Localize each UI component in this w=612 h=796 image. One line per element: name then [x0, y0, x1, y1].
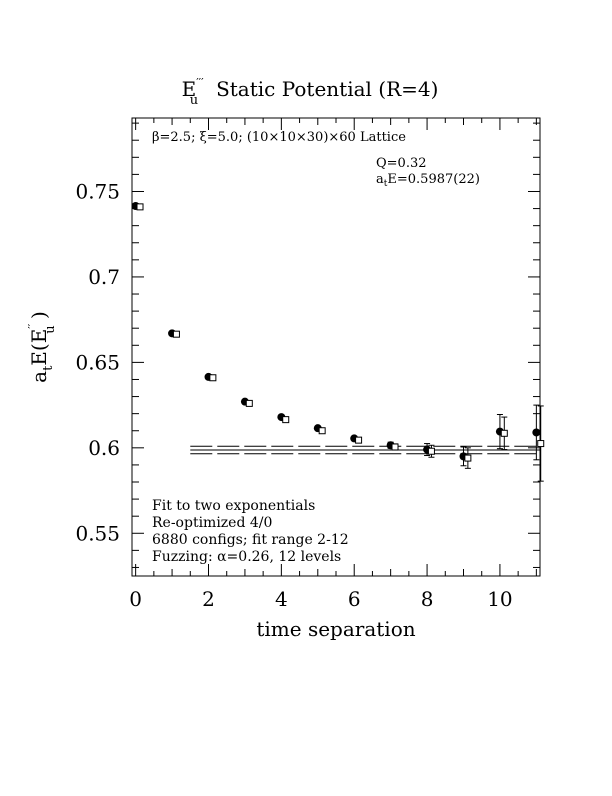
y-tick-label: 0.55: [75, 521, 120, 545]
data-point-circle: [532, 428, 541, 437]
y-tick-label: 0.65: [75, 350, 120, 374]
note-1: Fit to two exponentials: [152, 498, 315, 514]
chart-title: E′′′ u Static Potential (R=4): [182, 76, 439, 108]
fit-energy-label: atE=0.5987(22): [376, 172, 480, 189]
x-axis-label: time separation: [256, 617, 415, 641]
note-2: Re-optimized 4/0: [152, 515, 272, 531]
data-point-square: [500, 429, 508, 437]
x-tick-label: 8: [421, 587, 434, 611]
data-point-square: [427, 447, 435, 455]
x-tick-label: 2: [202, 587, 215, 611]
y-tick-label: 0.7: [88, 265, 120, 289]
data-point-square: [245, 399, 253, 407]
data-point-square: [537, 440, 545, 448]
lattice-label: β=2.5; ξ=5.0; (10×10×30)×60 Lattice: [152, 130, 406, 145]
y-tick-label: 0.75: [75, 179, 120, 203]
data-point-square: [209, 374, 217, 382]
fit-q-label: Q=0.32: [376, 156, 427, 171]
x-tick-label: 10: [487, 587, 512, 611]
y-tick-label: 0.6: [88, 436, 120, 460]
y-axis-label: atE(E′′ u ): [26, 311, 58, 383]
x-tick-label: 6: [348, 587, 361, 611]
data-point-square: [136, 203, 144, 211]
data-point-square: [318, 427, 326, 435]
x-tick-label: 0: [129, 587, 142, 611]
data-points: [131, 202, 545, 482]
data-point-square: [391, 443, 399, 451]
data-point-square: [282, 416, 290, 424]
axis-ticks: [132, 118, 540, 576]
data-point-square: [464, 454, 472, 462]
note-4: Fuzzing: α=0.26, 12 levels: [152, 549, 341, 565]
fit-band: [190, 445, 540, 455]
x-tick-label: 4: [275, 587, 288, 611]
tick-labels: 0 2 4 6 8 10 0.55 0.6 0.65 0.7 0.75: [75, 179, 512, 611]
data-point-square: [355, 436, 363, 444]
data-point-square: [172, 330, 180, 338]
note-3: 6880 configs; fit range 2-12: [152, 532, 349, 548]
